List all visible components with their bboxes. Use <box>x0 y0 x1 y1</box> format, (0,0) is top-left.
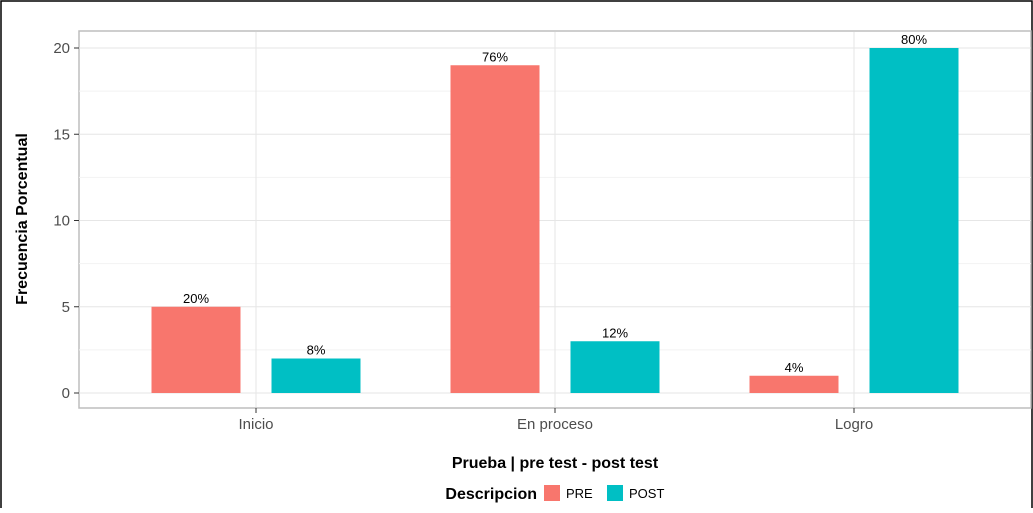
bars <box>151 48 959 393</box>
bar-pre-0 <box>151 306 241 393</box>
legend-swatch-post <box>607 485 623 501</box>
y-axis-title: Frecuencia Porcentual <box>14 133 31 305</box>
bar-value-label: 76% <box>482 49 508 64</box>
x-tick-label: Logro <box>835 416 873 433</box>
bar-value-label: 20% <box>183 291 209 306</box>
legend-title: Descripcion <box>445 486 537 503</box>
x-axis-title: Prueba | pre test - post test <box>452 455 659 472</box>
legend-label-post: POST <box>629 486 664 501</box>
x-axis: Inicio En proceso Logro <box>238 408 873 433</box>
y-tick-label: 0 <box>62 385 70 402</box>
bar-value-label: 4% <box>785 360 804 375</box>
bar-post-2 <box>869 48 959 393</box>
bar-pre-2 <box>749 375 839 393</box>
bar-value-label: 8% <box>307 343 326 358</box>
x-tick-label: En proceso <box>517 416 593 433</box>
bar-value-label: 80% <box>901 32 927 47</box>
y-axis: 0 5 10 15 20 <box>53 40 79 402</box>
bar-post-1 <box>570 341 660 393</box>
y-tick-label: 5 <box>62 299 70 316</box>
legend-label-pre: PRE <box>566 486 593 501</box>
bar-post-0 <box>271 358 361 393</box>
bar-pre-1 <box>450 65 540 393</box>
legend-swatch-pre <box>544 485 560 501</box>
y-tick-label: 10 <box>53 213 70 230</box>
y-tick-label: 20 <box>53 40 70 57</box>
legend: Descripcion PRE POST <box>445 485 664 503</box>
bar-value-label: 12% <box>602 325 628 340</box>
x-tick-label: Inicio <box>238 416 273 433</box>
bar-labels: 20% 76% 4% 8% 12% 80% <box>183 32 927 375</box>
y-tick-label: 15 <box>53 126 70 143</box>
